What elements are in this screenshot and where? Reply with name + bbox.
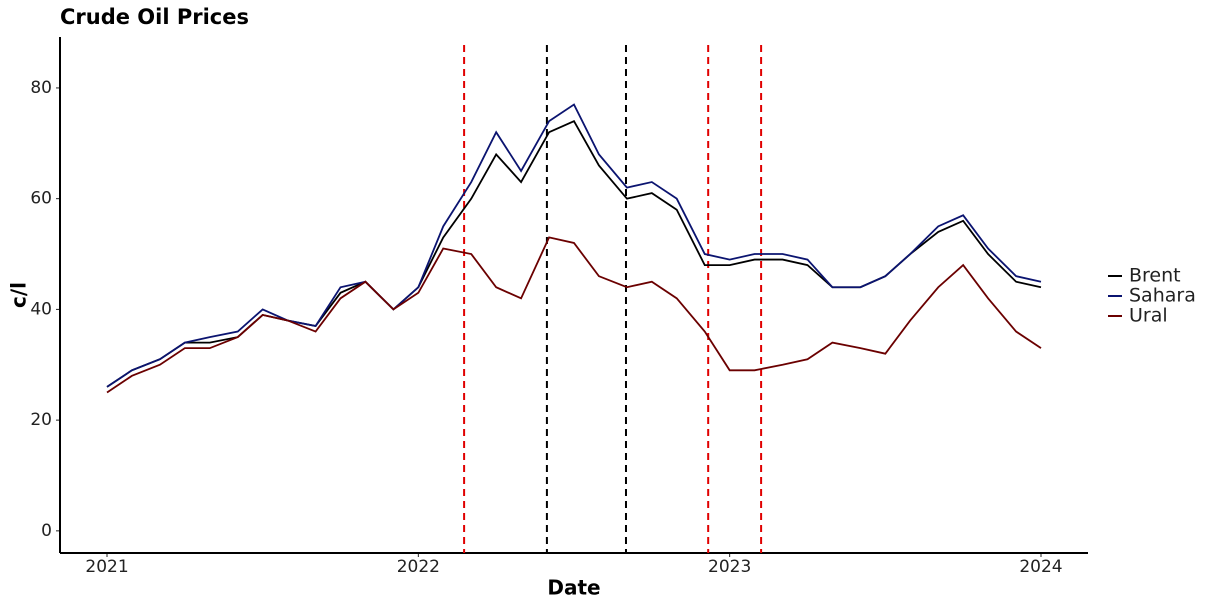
legend-label: Brent bbox=[1129, 265, 1181, 287]
x-tick-label: 2022 bbox=[397, 557, 440, 577]
chart-title: Crude Oil Prices bbox=[60, 5, 249, 29]
x-tick-label: 2024 bbox=[1019, 557, 1062, 577]
y-axis-title: c/l bbox=[7, 282, 31, 308]
x-axis-title: Date bbox=[547, 576, 600, 600]
series-line bbox=[106, 103, 1042, 388]
x-tick-label: 2021 bbox=[85, 557, 128, 577]
legend-label: Ural bbox=[1129, 305, 1168, 327]
series-line bbox=[106, 119, 1042, 388]
y-tick-label: 40 bbox=[30, 299, 52, 319]
y-tick-label: 20 bbox=[30, 410, 52, 430]
y-tick-label: 80 bbox=[30, 78, 52, 98]
series-line bbox=[106, 236, 1042, 394]
y-tick-label: 60 bbox=[30, 189, 52, 209]
y-tick-label: 0 bbox=[41, 521, 52, 541]
legend-label: Sahara bbox=[1129, 285, 1196, 307]
x-tick-label: 2023 bbox=[708, 557, 751, 577]
